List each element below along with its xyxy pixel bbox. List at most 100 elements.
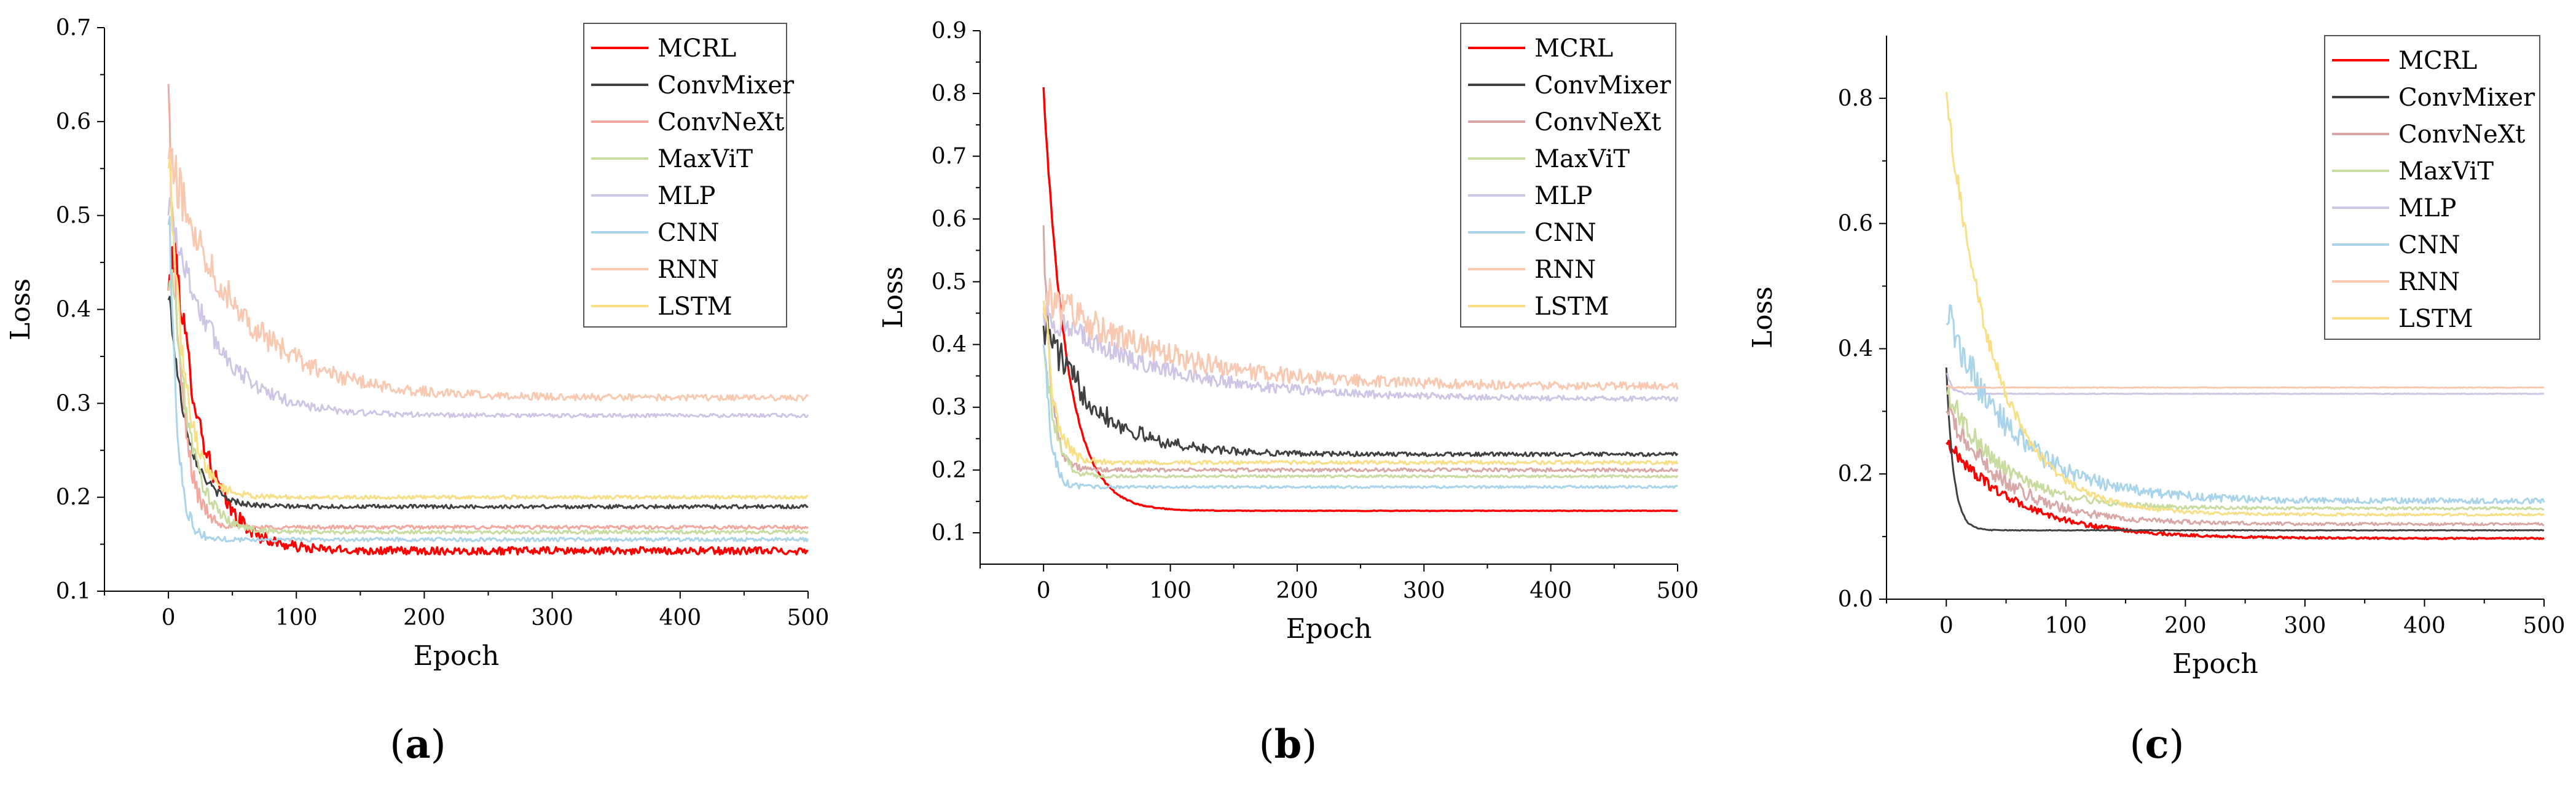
legend-label-maxvit: MaxViT <box>1534 145 1630 173</box>
series-line-maxvit <box>1042 344 1679 479</box>
panel-caption: (c) <box>2130 721 2185 768</box>
legend-label-rnn: RNN <box>658 256 719 284</box>
panel-caption: (a) <box>390 721 446 768</box>
legend-box <box>2324 35 2540 340</box>
series-line-mlp <box>1946 372 2545 396</box>
series-line-convnext <box>1946 403 2545 527</box>
legend-label-convnext: ConvNeXt <box>658 108 784 136</box>
series-line-mlp <box>1042 302 1679 402</box>
x-tick-label: 0 <box>1037 578 1051 603</box>
legend-label-convmixer: ConvMixer <box>1534 71 1671 100</box>
legend-label-maxvit: MaxViT <box>2398 157 2494 186</box>
legend-label-mlp: MLP <box>2398 194 2456 222</box>
caption-letter: c <box>2145 721 2169 768</box>
y-tick-label: 0.4 <box>56 297 91 323</box>
chart-panel-a: 0 100 200 300 400 500 0.1 0.2 0.3 0.4 0.5 0.6 0.7 Epo… <box>5 15 829 768</box>
series-line-convnext <box>1042 225 1679 473</box>
legend-box <box>583 23 787 328</box>
x-tick-label: 500 <box>1657 578 1699 603</box>
y-tick-label: 0.2 <box>932 458 967 483</box>
series-line-cnn <box>167 216 809 543</box>
x-tick-label: 100 <box>2044 613 2087 639</box>
x-tick-label: 100 <box>275 605 318 631</box>
x-tick-label: 300 <box>531 605 573 631</box>
caption-open: ( <box>2130 722 2145 768</box>
series-line-convmixer <box>1945 367 2545 532</box>
series-line-maxvit <box>167 269 809 535</box>
series-line-mlp <box>167 197 809 419</box>
x-tick-label: 300 <box>1403 578 1445 603</box>
chart-panel-c: 0 100 200 300 400 500 0.0 0.2 0.4 0.6 0.8 Epoch Loss… <box>1747 35 2566 768</box>
series-line-convmixer <box>1042 312 1679 457</box>
x-tick-label: 0 <box>162 605 176 631</box>
y-tick-label: 0.3 <box>56 391 91 416</box>
x-tick-label: 400 <box>2403 613 2446 639</box>
x-tick-label: 500 <box>2523 613 2566 639</box>
legend-label-cnn: CNN <box>658 219 720 247</box>
caption-close: ) <box>431 722 446 768</box>
y-tick-label: 0.2 <box>56 485 91 510</box>
y-tick-label: 0.5 <box>56 203 91 229</box>
y-axis-title: Loss <box>5 278 36 340</box>
series-line-maxvit <box>1946 385 2545 511</box>
x-tick-label: 400 <box>1530 578 1572 603</box>
y-tick-label: 0.7 <box>932 144 967 169</box>
y-tick-label: 0.1 <box>932 521 967 546</box>
legend-label-mcrl: MCRL <box>1534 34 1613 63</box>
series-line-lstm <box>1945 92 2545 517</box>
legend-label-maxvit: MaxViT <box>658 145 753 173</box>
series-line-mcrl <box>1946 439 2545 540</box>
legend-label-rnn: RNN <box>1534 256 1596 284</box>
x-tick-label: 200 <box>1276 578 1319 603</box>
panel-caption: (b) <box>1259 721 1317 768</box>
legend-label-mlp: MLP <box>1534 182 1592 210</box>
x-tick-label: 500 <box>787 605 830 631</box>
y-tick-label: 0.6 <box>932 206 967 232</box>
x-tick-label: 200 <box>2164 613 2207 639</box>
x-axis-title: Epoch <box>2172 648 2258 680</box>
legend-label-cnn: CNN <box>2398 231 2460 259</box>
x-tick-label: 100 <box>1149 578 1192 603</box>
caption-close: ) <box>2169 722 2184 768</box>
legend-label-convmixer: ConvMixer <box>2398 84 2535 112</box>
x-axis-title: Epoch <box>414 640 500 672</box>
y-axis-title: Loss <box>878 267 909 329</box>
series-line-lstm <box>167 158 809 500</box>
legend-label-mcrl: MCRL <box>658 34 736 63</box>
y-tick-label: 0.5 <box>932 269 967 294</box>
caption-open: ( <box>390 722 405 768</box>
legend-label-lstm: LSTM <box>1534 293 1609 321</box>
legend-label-cnn: CNN <box>1534 219 1596 247</box>
caption-close: ) <box>1302 722 1317 768</box>
legend-label-lstm: LSTM <box>658 293 732 321</box>
y-tick-label: 0.2 <box>1838 462 1873 487</box>
caption-letter: b <box>1274 721 1302 768</box>
y-tick-label: 0.8 <box>1838 86 1873 111</box>
series-line-mcrl <box>167 236 809 556</box>
x-axis-title: Epoch <box>1286 613 1372 645</box>
x-tick-label: 300 <box>2284 613 2327 639</box>
legend-label-mlp: MLP <box>658 182 715 210</box>
legend-label-convnext: ConvNeXt <box>1534 108 1661 136</box>
legend-label-rnn: RNN <box>2398 268 2460 296</box>
series-line-rnn <box>1042 278 1679 391</box>
y-tick-label: 0.0 <box>1838 587 1873 612</box>
x-tick-label: 0 <box>1939 613 1954 639</box>
legend-label-lstm: LSTM <box>2398 305 2473 333</box>
y-tick-label: 0.1 <box>56 579 91 604</box>
legend-label-convnext: ConvNeXt <box>2398 120 2525 149</box>
y-tick-label: 0.9 <box>932 18 967 44</box>
y-tick-label: 0.6 <box>56 109 91 135</box>
y-tick-label: 0.4 <box>932 332 967 358</box>
y-tick-label: 0.7 <box>56 15 91 41</box>
caption-open: ( <box>1259 722 1274 768</box>
y-tick-label: 0.6 <box>1838 211 1873 237</box>
y-tick-label: 0.3 <box>932 395 967 420</box>
caption-letter: a <box>405 721 430 768</box>
x-tick-label: 400 <box>659 605 701 631</box>
y-tick-label: 0.4 <box>1838 336 1873 361</box>
series-line-rnn <box>1946 384 2545 390</box>
series-line-mcrl <box>1042 87 1678 513</box>
y-axis-title: Loss <box>1747 286 1778 348</box>
